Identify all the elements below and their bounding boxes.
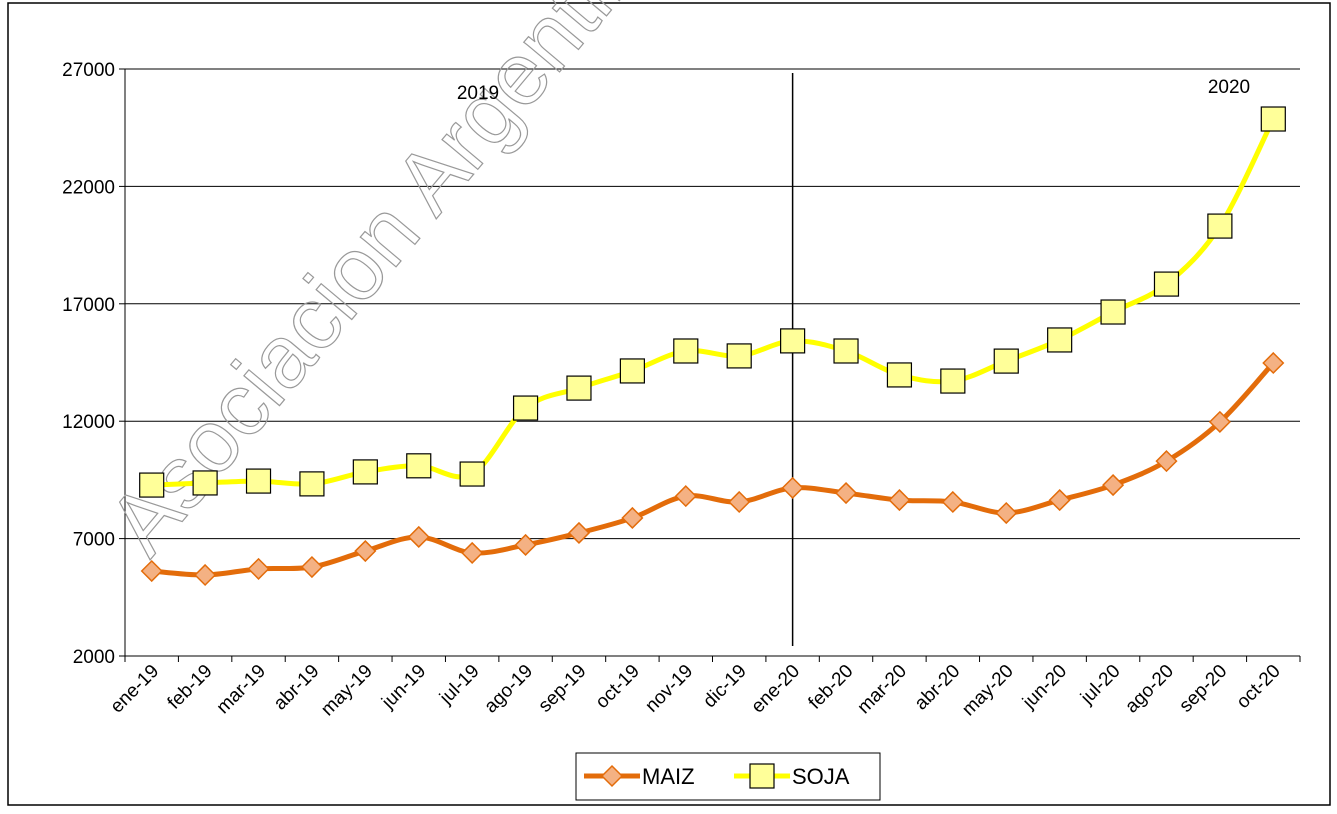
data-point	[941, 490, 964, 514]
data-point	[1100, 299, 1126, 325]
legend-label: MAIZ	[642, 764, 695, 789]
annotation: 2019	[457, 83, 499, 104]
data-point	[406, 453, 432, 479]
y-tick-label: 2000	[73, 647, 115, 668]
data-point	[140, 559, 163, 583]
data-point	[781, 476, 804, 499]
data-point	[1155, 450, 1178, 473]
data-point	[621, 506, 644, 529]
annotation: 2020	[1208, 77, 1250, 98]
data-point	[299, 471, 325, 497]
data-point	[245, 468, 272, 494]
data-point	[726, 343, 752, 369]
y-tick-label: 17000	[62, 295, 115, 316]
data-point	[1262, 351, 1285, 375]
data-point	[600, 764, 624, 788]
data-point	[619, 358, 645, 384]
data-point	[833, 338, 859, 364]
chart-border	[7, 2, 1331, 806]
legend-label: SOJA	[792, 764, 850, 789]
data-point	[673, 338, 699, 364]
data-point	[514, 533, 537, 557]
y-tick-label: 7000	[73, 530, 115, 551]
data-point	[192, 470, 218, 496]
data-point	[194, 563, 217, 587]
data-point	[674, 485, 697, 508]
data-point	[566, 375, 592, 401]
data-point	[459, 461, 485, 487]
y-tick-label: 12000	[62, 412, 115, 433]
data-point	[352, 459, 378, 485]
data-point	[1047, 327, 1073, 353]
data-point	[1048, 489, 1071, 512]
data-point	[780, 328, 806, 354]
data-point	[247, 557, 270, 580]
series-line	[151, 361, 1276, 578]
y-tick-label: 27000	[62, 60, 115, 81]
data-point	[940, 368, 966, 394]
data-point	[1207, 213, 1233, 239]
data-point	[888, 489, 911, 512]
data-point	[567, 521, 591, 545]
data-point	[1102, 474, 1125, 497]
data-point	[407, 525, 430, 549]
data-point	[886, 362, 913, 388]
data-point	[749, 763, 775, 789]
data-point	[728, 490, 751, 514]
data-point	[993, 348, 1019, 374]
data-point	[512, 395, 539, 421]
data-point	[139, 472, 165, 498]
data-point	[461, 541, 484, 564]
y-tick-label: 22000	[62, 177, 115, 198]
data-point	[834, 481, 858, 505]
data-point	[995, 501, 1018, 525]
data-point	[1260, 106, 1286, 132]
data-point	[354, 539, 377, 563]
data-point	[1208, 410, 1231, 433]
data-point	[1153, 271, 1180, 297]
data-point	[300, 555, 323, 579]
